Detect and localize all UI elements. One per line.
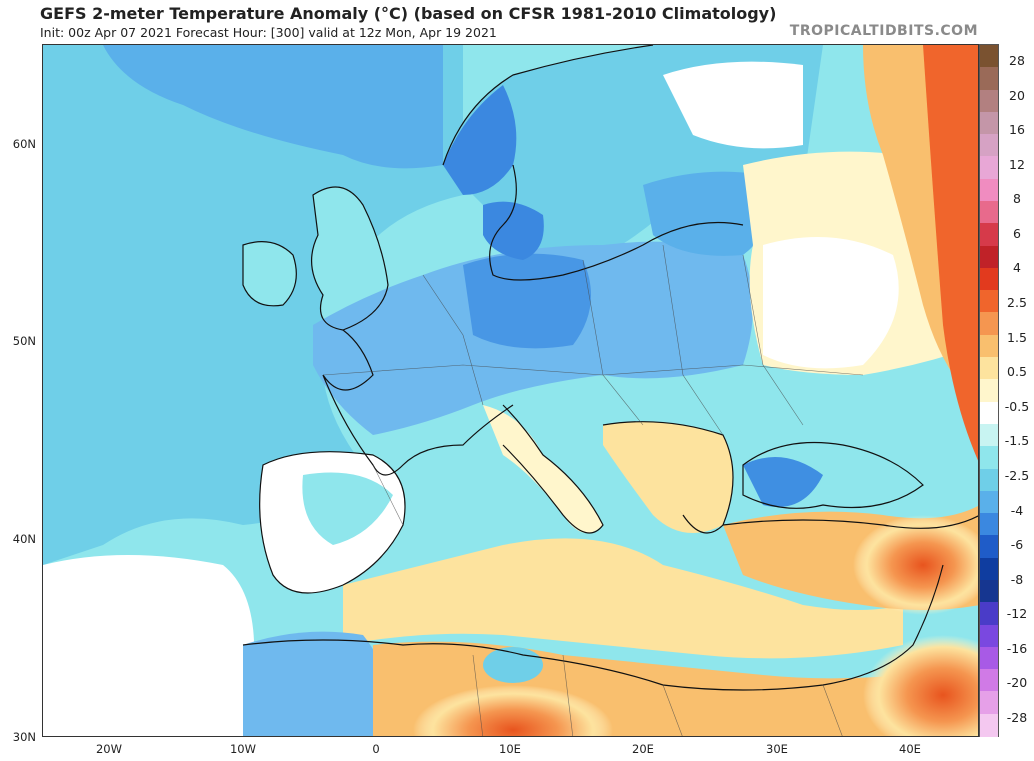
levant-hot-core: [863, 635, 978, 736]
colorbar-segment: [980, 267, 998, 291]
lon-label-0: 0: [372, 742, 380, 756]
atlantic-white-patch: [43, 555, 255, 736]
colorbar-tick-label: 16: [1009, 122, 1025, 138]
great-britain: [311, 187, 388, 330]
colorbar-tick-label: 12: [1009, 156, 1025, 172]
colorbar-segment: [980, 535, 998, 559]
brand-watermark: TROPICALTIDBITS.COM: [789, 23, 978, 39]
colorbar-segment: [980, 290, 998, 314]
colorbar-segment: [980, 713, 998, 737]
finland-white: [663, 61, 803, 149]
map-title: GEFS 2-meter Temperature Anomaly (°C) (b…: [40, 4, 777, 23]
colorbar-segment: [980, 513, 998, 536]
colorbar-tick-label: -8: [1010, 571, 1024, 587]
colorbar-segment: [980, 624, 998, 648]
colorbar-tick-label: 1.5: [1007, 329, 1027, 345]
colorbar-segment: [980, 312, 998, 336]
lon-label-10w: 10W: [229, 742, 256, 756]
colorbar-tick-label: 20: [1009, 87, 1025, 103]
colorbar-segment: [980, 134, 998, 158]
colorbar-segment: [980, 401, 998, 425]
colorbar-segment: [980, 156, 998, 180]
north-africa-cold: [243, 631, 386, 736]
anatolia-hot-core: [853, 515, 978, 615]
germany-core-cold: [463, 253, 591, 349]
lon-label-30e: 30E: [766, 742, 788, 756]
colorbar-segment: [980, 691, 998, 715]
colorbar-tick-label: -28: [1006, 710, 1028, 725]
colorbar-segment: [980, 446, 998, 470]
atlantic-blue: [43, 45, 463, 565]
norway-deep-cold: [443, 85, 517, 195]
colorbar-segment: [980, 602, 998, 626]
colorbar-tick-label: 4: [1013, 260, 1021, 276]
colorbar-segment: [980, 45, 998, 68]
italy-neutral: [483, 405, 603, 533]
colorbar-tick-label: 0.5: [1007, 364, 1027, 380]
baltic-cold: [643, 171, 770, 256]
colorbar-segment: [980, 423, 998, 447]
ukraine-white: [763, 237, 899, 369]
colorbar-tick-label: 8: [1013, 191, 1021, 207]
colorbar-tick-label: -4: [1010, 502, 1024, 518]
colorbar-segment: [980, 89, 998, 113]
colorbar-tick-label: -6: [1010, 537, 1024, 553]
colorbar-segment: [980, 557, 998, 581]
colorbar-tick-label: -20: [1006, 675, 1028, 691]
ireland: [243, 241, 297, 306]
colorbar-segment: [980, 178, 998, 202]
colorbar-tick-label: 6: [1013, 225, 1021, 241]
iberia-cold-patch: [302, 472, 393, 545]
colorbar-segment: [980, 201, 998, 224]
colorbar: [979, 44, 999, 737]
colorbar-segment: [980, 468, 998, 492]
colorbar-segment: [980, 669, 998, 692]
lat-label-30n: 30N: [12, 730, 36, 744]
map-subtitle: Init: 00z Apr 07 2021 Forecast Hour: [30…: [40, 25, 497, 40]
lat-label-60n: 60N: [12, 137, 36, 151]
mediterranean-warm: [343, 538, 903, 659]
colorbar-segment: [980, 379, 998, 403]
lon-label-20e: 20E: [632, 742, 654, 756]
lat-label-50n: 50N: [12, 334, 36, 348]
colorbar-segment: [980, 334, 998, 358]
colorbar-tick-label: -2.5: [1004, 467, 1030, 483]
colorbar-tick-label: 2.5: [1007, 295, 1027, 311]
coastlines: [242, 45, 978, 691]
colorbar-segment: [980, 490, 998, 514]
colorbar-segment: [980, 646, 998, 670]
denmark-cold: [483, 201, 544, 260]
lon-label-40e: 40E: [899, 742, 921, 756]
colorbar-segment: [980, 111, 998, 135]
balkans-warm: [603, 421, 733, 533]
colorbar-segment: [980, 245, 998, 269]
colorbar-segment: [980, 223, 998, 247]
colorbar-tick-label: -1.5: [1004, 433, 1030, 449]
colorbar-tick-label: -16: [1006, 640, 1028, 656]
north-atlantic-deeper: [103, 45, 443, 169]
black-sea-cold: [743, 457, 823, 507]
lat-label-40n: 40N: [12, 532, 36, 546]
lon-label-10e: 10E: [499, 742, 521, 756]
colorbar-segment: [980, 357, 998, 380]
colorbar-tick-label: 28: [1009, 53, 1025, 68]
anomaly-map: [42, 44, 979, 737]
country-borders: [322, 244, 864, 736]
colorbar-tick-label: -0.5: [1004, 398, 1030, 414]
colorbar-segment: [980, 579, 998, 603]
colorbar-segment: [980, 67, 998, 91]
far-east-hot: [923, 45, 978, 461]
colorbar-tick-label: -12: [1006, 606, 1028, 622]
sahara-hot-core: [413, 685, 613, 736]
lon-label-20w: 20W: [95, 742, 122, 756]
